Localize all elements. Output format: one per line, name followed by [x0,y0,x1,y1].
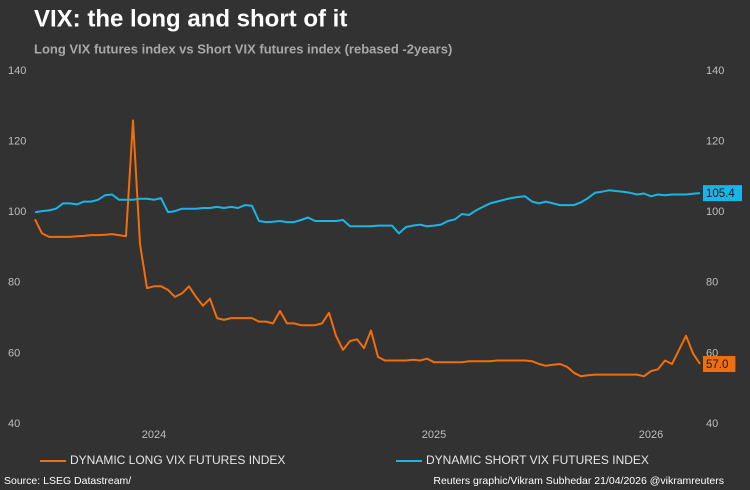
y2-tick-label: 40 [706,418,718,430]
end-label: 105.4 [706,188,735,200]
x-tick-label: 2025 [422,429,446,441]
x-tick-label: 2026 [639,429,663,441]
y-tick-label: 100 [8,206,26,218]
y-tick-label: 120 [8,136,26,148]
y2-tick-label: 80 [706,277,718,289]
y2-tick-label: 140 [706,65,724,77]
y-tick-label: 60 [8,347,20,359]
x-tick-label: 2024 [142,429,166,441]
y-tick-label: 140 [8,65,26,77]
end-label-box [703,185,742,202]
end-label: 57.0 [706,359,728,371]
chart-title: VIX: the long and short of it [34,5,347,32]
credit: Reuters graphic/Vikram Subhedar 21/04/20… [433,475,724,487]
chart-subtitle: Long VIX futures index vs Short VIX futu… [34,41,452,56]
y2-tick-label: 120 [706,136,724,148]
line-series [34,189,701,235]
legend-label: DYNAMIC LONG VIX FUTURES INDEX [70,453,285,467]
y-tick-label: 40 [8,418,20,430]
y2-tick-label: 100 [706,206,724,218]
legend-label: DYNAMIC SHORT VIX FUTURES INDEX [426,453,649,467]
line-series [34,119,701,378]
source: Source: LSEG Datastream/ [4,475,131,487]
y-tick-label: 80 [8,277,20,289]
end-label-box [703,355,736,372]
